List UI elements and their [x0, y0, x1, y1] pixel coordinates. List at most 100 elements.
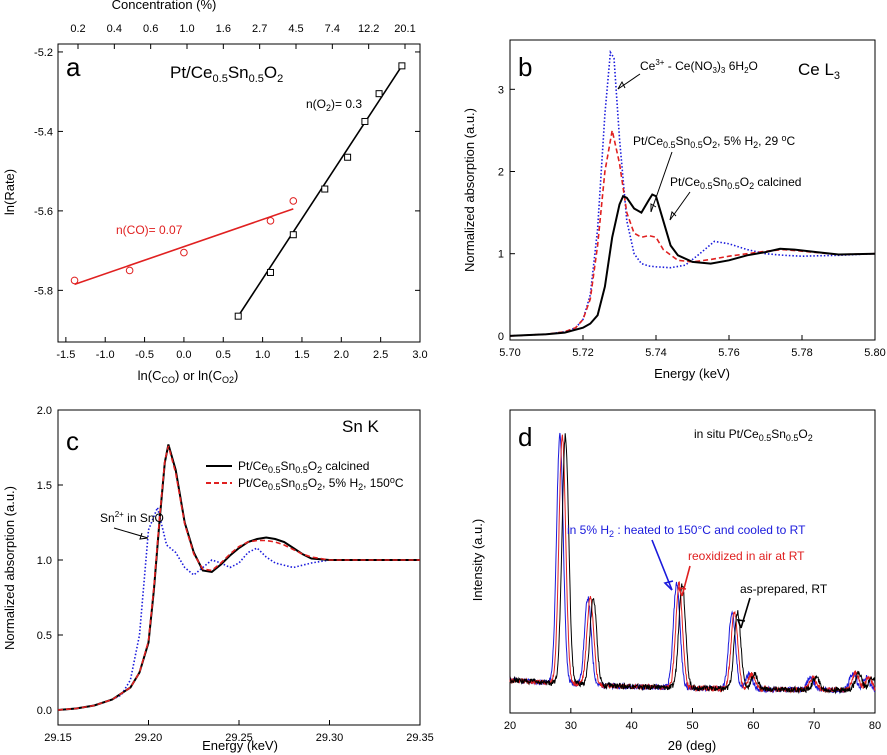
panel-a-point-o2: [361, 117, 369, 125]
panel-a-co-annotation: n(CO)= 0.07: [116, 223, 183, 237]
panel-a-point-o2: [375, 90, 383, 98]
panel-c-series-red: [57, 445, 420, 711]
panel-b-x-axis-label: Energy (keV): [654, 366, 730, 381]
panel-c-x-tick-label: 29.25: [225, 732, 253, 744]
panel-d-pattern-red: [509, 434, 876, 694]
panel-a-y-tick-label: -5.2: [34, 47, 53, 59]
panel-b-series: [509, 49, 876, 337]
panel-b-x-tick-label: 5.74: [645, 347, 666, 359]
panel-a-x-tick-label: -0.5: [135, 349, 154, 361]
panel-d-air-arrow: [681, 565, 691, 597]
panel-d-asprep-arrow: [740, 597, 751, 629]
panel-b-frame: [509, 39, 876, 341]
panel-d-asprep-arrowhead: [736, 619, 746, 629]
panel-a-x-axis-label: ln(CCO) or ln(CO2): [138, 368, 239, 385]
panel-a-x-tick-label: 2.0: [334, 349, 349, 361]
panel-c-y-tick-label: 2.0: [37, 405, 52, 417]
panel-c-series: [57, 444, 420, 711]
panel-b-calc-arrowhead: [669, 211, 677, 221]
panel-a-y-axis-label: ln(Rate): [2, 169, 17, 215]
panel-a-top-tick-label: 0.2: [70, 23, 85, 35]
panel-a-x-tick-label: -1.5: [56, 349, 75, 361]
panel-d: 20 30 40 50 60 70 80 d in situ Pt/Ce0.5Sn0.5O2…: [470, 409, 881, 753]
panel-a: Concentration (%) 0.2 0.4 0.6 1.0 1.6 2.7 4.5 7…: [2, 0, 428, 385]
panel-a-x-tick-label: 0.0: [176, 349, 191, 361]
panel-a-top-tick-label: 2.7: [252, 23, 267, 35]
panel-d-air-arrowhead: [677, 587, 687, 597]
panel-b-h2-annotation: Pt/Ce0.5Sn0.5O2, 5% H2, 29 oC: [633, 133, 796, 150]
panel-d-air-annotation: reoxidized in air at RT: [688, 549, 805, 563]
panel-c-ticks: 29.15 29.20 29.25 29.30 29.35 0.0 0.5 1.0 1.5 2.0: [37, 405, 434, 744]
panel-a-x-tick-label: 3.0: [412, 349, 427, 361]
panel-c-legend: Pt/Ce0.5Sn0.5O2 calcined Pt/Ce0.5Sn0.5O2…: [206, 459, 404, 492]
panel-d-asprep-annotation: as-prepared, RT: [740, 582, 828, 596]
panel-c-legend-h2: Pt/Ce0.5Sn0.5O2, 5% H2, 150oC: [238, 475, 404, 492]
panel-c-y-tick-label: 1.5: [37, 480, 52, 492]
panel-b-x-tick-label: 5.72: [572, 347, 593, 359]
panel-c: 29.15 29.20 29.25 29.30 29.35 0.0 0.5 1.0 1.5 2.0…: [2, 405, 434, 753]
panel-a-top-tick-label: 0.4: [107, 23, 122, 35]
panel-c-x-tick-label: 29.20: [135, 732, 163, 744]
panel-a-top-tick-label: 12.2: [358, 23, 379, 35]
panel-a-point-o2: [266, 268, 274, 276]
panel-d-h2-annotation: in 5% H2 : heated to 150°C and cooled to…: [567, 523, 806, 539]
panel-b-arrows: [617, 73, 691, 221]
panel-d-x-axis-label: 2θ (deg): [668, 738, 716, 753]
panel-c-sno-annotation: Sn2+ in SnO: [100, 510, 164, 525]
panel-b-series-black: [509, 193, 876, 337]
panel-b-y-tick-label: 1: [498, 249, 504, 261]
panel-a-point-o2: [398, 62, 406, 70]
panel-d-label: d: [518, 422, 532, 452]
panel-d-x-tick-label: 20: [504, 720, 516, 732]
panel-a-point-o2: [234, 312, 242, 320]
panel-b-y-tick-label: 2: [498, 167, 504, 179]
panel-a-x-tick-label: 1.5: [294, 349, 309, 361]
panel-c-x-tick-label: 29.30: [316, 732, 344, 744]
panel-a-point-co: [70, 276, 79, 285]
panel-d-y-axis-label: Intensity (a.u.): [470, 519, 485, 601]
panel-b-calc-arrow: [669, 191, 691, 221]
panel-c-sno-arrowhead: [139, 532, 149, 540]
panel-c-series-blue: [57, 504, 420, 711]
panel-b-x-tick-label: 5.76: [718, 347, 739, 359]
panel-d-pattern-black: [509, 433, 876, 695]
panel-b-x-tick-label: 5.70: [499, 347, 520, 359]
panel-a-x-tick-label: 1.0: [255, 349, 270, 361]
panel-d-x-tick-label: 70: [808, 720, 820, 732]
panel-b: 5.70 5.72 5.74 5.76 5.78 5.80 0 1 2 3 b Ce L3 Ce3…: [462, 39, 886, 381]
panel-a-frame: [57, 43, 421, 343]
panel-a-y-tick-label: -5.6: [34, 206, 53, 218]
panel-d-series: [509, 432, 876, 695]
panel-b-x-tick-label: 5.78: [791, 347, 812, 359]
panel-d-ticks: 20 30 40 50 60 70 80: [504, 708, 881, 732]
panel-d-x-tick-label: 40: [626, 720, 638, 732]
panel-b-x-tick-label: 5.80: [864, 347, 885, 359]
panel-c-frame: [57, 409, 421, 726]
panel-a-top-tick-labels: 0.2 0.4 0.6 1.0 1.6 2.7 4.5 7.4 12.2 20.1: [70, 23, 416, 49]
panel-a-y-tick-label: -5.8: [34, 285, 53, 297]
panel-c-y-axis-label: Normalized absorption (a.u.): [2, 486, 17, 650]
panel-b-series-red: [509, 130, 876, 337]
panel-b-y-axis-label: Normalized absorption (a.u.): [462, 108, 477, 272]
panel-d-h2-arrowhead: [663, 580, 674, 591]
panel-c-x-tick-label: 29.15: [44, 732, 72, 744]
panel-a-fit-o2: [237, 65, 403, 317]
panel-c-label: c: [66, 426, 79, 456]
panel-a-top-tick-label: 20.1: [394, 23, 415, 35]
panel-b-h2-arrow: [650, 151, 673, 213]
panel-a-x-tick-label: 2.5: [373, 349, 388, 361]
panel-c-title: Sn K: [342, 417, 380, 436]
panel-b-ref-annotation: Ce3+ - Ce(NO3)3 6H2O: [640, 58, 758, 75]
panel-a-o2-annotation: n(O2)= 0.3: [306, 97, 362, 113]
panel-a-top-tick-label: 1.0: [179, 23, 194, 35]
panel-c-x-tick-label: 29.35: [406, 732, 434, 744]
panel-a-top-tick-label: 1.6: [216, 23, 231, 35]
panel-b-h2-arrowhead: [650, 203, 657, 212]
panel-b-ref-arrow: [617, 73, 641, 90]
panel-c-y-tick-label: 0.0: [37, 705, 52, 717]
panel-a-top-tick-label: 0.6: [143, 23, 158, 35]
panel-a-ticks: -1.5 -1.0 -0.5 0.0 0.5 1.0 1.5 2.0 2.5 3.0 -5.2 -5.…: [34, 47, 428, 361]
panel-c-x-axis-label: Energy (keV): [202, 738, 278, 753]
panel-a-top-axis-label: Concentration (%): [112, 0, 217, 12]
